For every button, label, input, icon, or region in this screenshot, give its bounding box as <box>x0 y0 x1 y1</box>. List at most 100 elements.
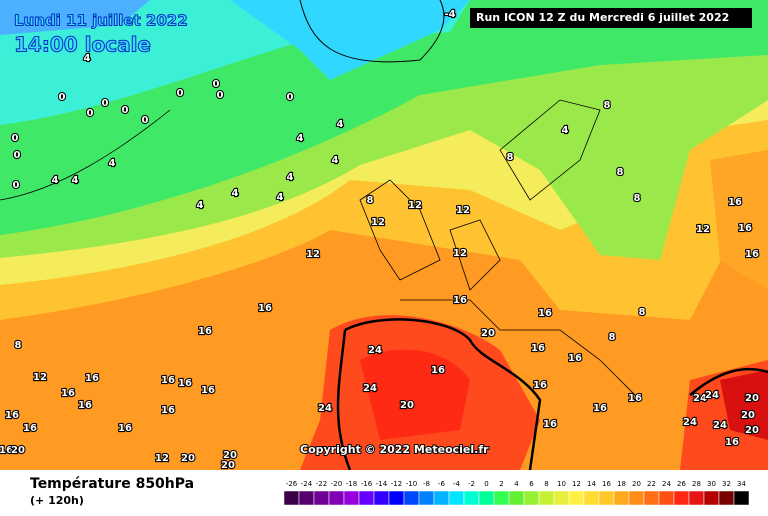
scale-swatch <box>583 490 600 506</box>
scale-swatch <box>298 490 315 506</box>
contour-label: 20 <box>221 460 235 471</box>
contour-label: 8 <box>609 332 616 343</box>
contour-label: 4 <box>52 175 59 186</box>
contour-label: 24 <box>705 390 719 401</box>
contour-label: 8 <box>507 152 514 163</box>
scale-label: 10 <box>557 480 566 488</box>
scale-swatch <box>658 490 675 506</box>
contour-label: 16 <box>198 326 212 337</box>
contour-label: 8 <box>639 307 646 318</box>
contour-label: 16 <box>538 308 552 319</box>
contour-label: 20 <box>400 400 414 411</box>
contour-label: 16 <box>118 423 132 434</box>
contour-label: 0 <box>177 88 184 99</box>
scale-swatch <box>628 490 645 506</box>
scale-label: 16 <box>602 480 611 488</box>
contour-label: 16 <box>161 375 175 386</box>
contour-label: 0 <box>217 90 224 101</box>
contour-label: 12 <box>456 205 470 216</box>
color-scale: -26 -24 -22 -20 -18 -16 -14 -12 -10 -8 -6 -4 -2 0 2 4 6 8… <box>283 480 750 506</box>
contour-label: 12 <box>371 217 385 228</box>
scale-swatch <box>388 490 405 506</box>
contour-label: 16 <box>531 343 545 354</box>
contour-label: 20 <box>11 445 25 456</box>
contour-label: 8 <box>15 340 22 351</box>
contour-label: 12 <box>33 372 47 383</box>
contour-label: 20 <box>745 393 759 404</box>
contour-label: 4 <box>277 192 284 203</box>
contour-label: 20 <box>223 450 237 461</box>
scale-label: -4 <box>453 480 461 488</box>
scale-swatch <box>643 490 660 506</box>
contour-label: 12 <box>155 453 169 464</box>
contour-label: 24 <box>363 383 377 394</box>
scale-swatch <box>523 490 540 506</box>
scale-swatch <box>553 490 570 506</box>
scale-label: -26 <box>286 480 298 488</box>
scale-swatch <box>673 490 690 506</box>
map-background <box>0 0 768 471</box>
scale-swatch <box>448 490 465 506</box>
scale-label: 30 <box>707 480 716 488</box>
scale-label: -8 <box>423 480 430 488</box>
scale-label: 28 <box>692 480 701 488</box>
contour-label: 16 <box>178 378 192 389</box>
contour-label: 24 <box>693 393 707 404</box>
contour-label: 16 <box>543 419 557 430</box>
contour-label: 16 <box>728 197 742 208</box>
scale-swatch <box>718 490 735 506</box>
copyright: Copyright © 2022 Meteociel.fr <box>300 443 489 456</box>
contour-label: 0 <box>142 115 149 126</box>
scale-swatch <box>283 490 300 506</box>
scale-label: 18 <box>617 480 626 488</box>
scale-label: 32 <box>722 480 731 488</box>
scale-label: 24 <box>662 480 671 488</box>
scale-swatch <box>733 490 750 506</box>
contour-label: 16 <box>568 353 582 364</box>
scale-swatch <box>403 490 420 506</box>
scale-label: 12 <box>572 480 581 488</box>
scale-label: 4 <box>514 480 519 488</box>
scale-swatch <box>373 490 390 506</box>
contour-label: 20 <box>181 453 195 464</box>
date: Lundi 11 juillet 2022 <box>14 12 188 30</box>
contour-label: 8 <box>604 100 611 111</box>
contour-label: 16 <box>61 388 75 399</box>
contour-label: 16 <box>628 393 642 404</box>
contour-label: 24 <box>368 345 382 356</box>
contour-label: 16 <box>745 249 759 260</box>
contour-label: 0 <box>12 133 19 144</box>
scale-label: -24 <box>301 480 313 488</box>
contour-label: 16 <box>593 403 607 414</box>
contour-label: 4 <box>197 200 204 211</box>
contour-label: 4 <box>109 158 116 169</box>
scale-label: -20 <box>331 480 342 488</box>
contour-label: 0 <box>287 92 294 103</box>
contour-label: 8 <box>367 195 374 206</box>
scale-swatch <box>328 490 345 506</box>
scale-swatch <box>478 490 495 506</box>
scale-label: 34 <box>737 480 746 488</box>
contour-label: 16 <box>431 365 445 376</box>
contour-label: 16 <box>23 423 37 434</box>
contour-label: 12 <box>306 249 320 260</box>
contour-label: 0 <box>14 150 21 161</box>
contour-label: 16 <box>5 410 19 421</box>
contour-label: 0 <box>13 180 20 191</box>
contour-label: 4 <box>287 172 294 183</box>
contour-label: 4 <box>297 133 304 144</box>
contour-label: 4 <box>84 53 91 64</box>
contour-label: 0 <box>102 98 109 109</box>
contour-label: 16 <box>533 380 547 391</box>
scale-label: -10 <box>406 480 417 488</box>
contour-label: 0 <box>59 92 66 103</box>
scale-label: -18 <box>346 480 357 488</box>
contour-label: 16 <box>161 405 175 416</box>
contour-label: 4 <box>332 155 339 166</box>
scale-label: 6 <box>529 480 534 488</box>
scale-swatch <box>538 490 555 506</box>
contour-label: 24 <box>713 420 727 431</box>
scale-label: -6 <box>438 480 446 488</box>
contour-label: 16 <box>201 385 215 396</box>
